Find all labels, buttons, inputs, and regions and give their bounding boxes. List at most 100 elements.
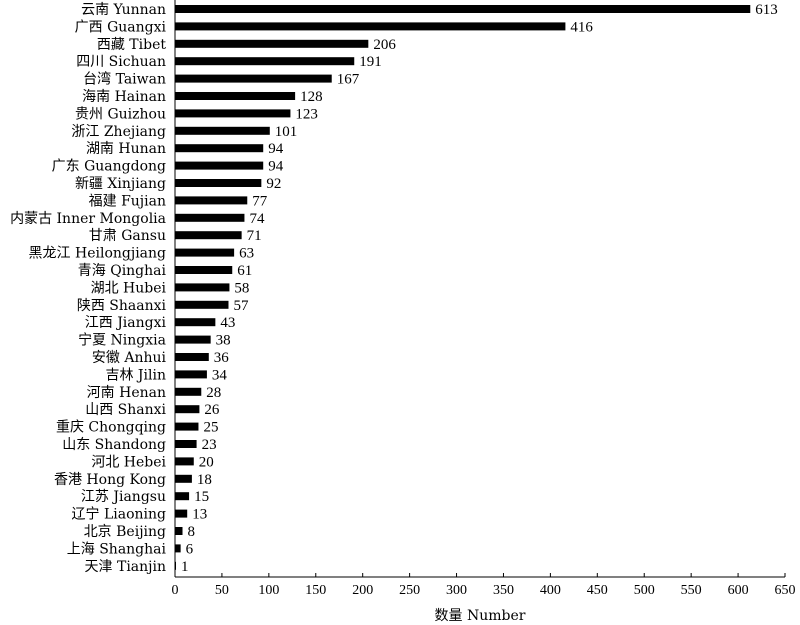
value-label: 20 — [199, 454, 214, 470]
x-tick-label: 400 — [540, 583, 561, 598]
bar — [175, 39, 369, 48]
category-label: 贵州 Guizhou — [75, 106, 166, 122]
x-tick-label: 550 — [681, 583, 702, 598]
category-label: 湖北 Hubei — [91, 280, 167, 296]
bar — [175, 457, 194, 466]
value-label: 23 — [202, 437, 217, 453]
category-label: 海南 Hainan — [82, 89, 166, 105]
category-label: 辽宁 Liaoning — [72, 506, 167, 523]
x-tick-label: 200 — [352, 583, 373, 598]
x-tick-label: 350 — [493, 583, 514, 598]
category-label: 山东 Shandong — [62, 437, 166, 453]
bar — [175, 22, 566, 31]
category-label: 福建 Fujian — [89, 193, 166, 209]
value-label: 26 — [204, 402, 220, 418]
bar — [175, 300, 229, 309]
category-label: 甘肃 Gansu — [89, 228, 166, 244]
axes: 0 50 100 150 200 250 300 350 400 450 500 550 600 650 — [172, 0, 796, 598]
category-label: 内蒙古 Inner Mongolia — [10, 211, 166, 227]
category-label: 广东 Guangdong — [52, 159, 166, 175]
bar — [175, 231, 242, 240]
bar — [175, 283, 230, 292]
bar — [175, 492, 190, 501]
bar — [175, 161, 264, 170]
category-label: 云南 Yunnan — [81, 2, 166, 18]
bar — [175, 74, 332, 83]
value-label: 71 — [247, 228, 262, 244]
value-label: 28 — [206, 385, 221, 401]
category-label: 新疆 Xinjiang — [75, 176, 166, 192]
category-label: 宁夏 Ningxia — [78, 332, 166, 349]
bar — [175, 57, 355, 66]
category-label: 山西 Shanxi — [85, 402, 166, 418]
value-label: 94 — [268, 141, 284, 157]
bar — [175, 509, 188, 518]
value-label: 8 — [188, 524, 196, 540]
bar — [175, 5, 751, 13]
value-label: 36 — [214, 350, 230, 366]
value-label: 18 — [197, 472, 212, 488]
bar — [175, 248, 235, 257]
value-label: 94 — [268, 159, 284, 175]
category-label: 吉林 Jilin — [105, 367, 166, 383]
bar — [175, 405, 200, 414]
bar — [175, 318, 216, 327]
value-label: 206 — [373, 37, 396, 53]
category-label: 香港 Hong Kong — [54, 472, 166, 488]
category-label: 湖南 Hunan — [86, 141, 166, 157]
value-label: 6 — [186, 541, 194, 557]
value-label: 1 — [181, 559, 189, 575]
value-label: 191 — [359, 54, 382, 70]
x-tick-label: 250 — [399, 583, 420, 598]
bar — [175, 370, 207, 379]
category-label: 青海 Qinghai — [78, 263, 167, 279]
x-tick-label: 50 — [215, 583, 229, 598]
value-label: 15 — [194, 489, 209, 505]
value-label: 58 — [234, 280, 249, 296]
x-tick-label: 650 — [775, 583, 796, 598]
x-tick-label: 100 — [258, 583, 279, 598]
x-tick-label: 0 — [172, 583, 179, 598]
value-label: 38 — [216, 333, 231, 349]
value-label: 13 — [192, 507, 207, 523]
bar — [175, 440, 197, 448]
bar — [175, 196, 248, 205]
bar — [175, 474, 192, 483]
bar — [175, 544, 181, 553]
bar — [175, 92, 296, 100]
category-label: 陕西 Shaanxi — [77, 298, 167, 314]
x-tick-label: 600 — [728, 583, 749, 598]
value-label: 43 — [220, 315, 235, 331]
bar — [175, 353, 209, 361]
value-label: 63 — [239, 246, 254, 262]
bar — [175, 387, 202, 396]
x-tick-label: 150 — [305, 583, 326, 598]
category-label: 河北 Hebei — [91, 454, 166, 470]
bar — [175, 422, 199, 431]
bars-group — [175, 5, 751, 570]
category-label: 河南 Henan — [87, 385, 166, 401]
bar — [175, 213, 245, 222]
bar — [175, 126, 270, 135]
value-label: 77 — [252, 193, 268, 209]
category-label: 台湾 Taiwan — [83, 71, 166, 88]
x-tick-label: 500 — [634, 583, 655, 598]
value-label: 74 — [249, 211, 265, 227]
category-label: 西藏 Tibet — [97, 37, 167, 53]
value-label: 57 — [233, 298, 249, 314]
category-label: 广西 Guangxi — [75, 19, 167, 35]
category-label: 江苏 Jiangsu — [81, 489, 166, 505]
value-label: 92 — [266, 176, 281, 192]
value-label: 167 — [337, 72, 360, 88]
value-labels: 6134162061911671281231019494927774716361… — [181, 2, 778, 575]
category-label: 北京 Beijing — [84, 524, 166, 540]
x-axis-title: 数量 Number — [435, 608, 526, 624]
x-tick-label: 300 — [446, 583, 467, 598]
bar — [175, 527, 183, 535]
category-label: 四川 Sichuan — [76, 54, 166, 70]
value-label: 613 — [755, 2, 778, 18]
value-label: 101 — [275, 124, 298, 140]
category-label: 安徽 Anhui — [92, 350, 167, 366]
value-label: 128 — [300, 89, 323, 105]
